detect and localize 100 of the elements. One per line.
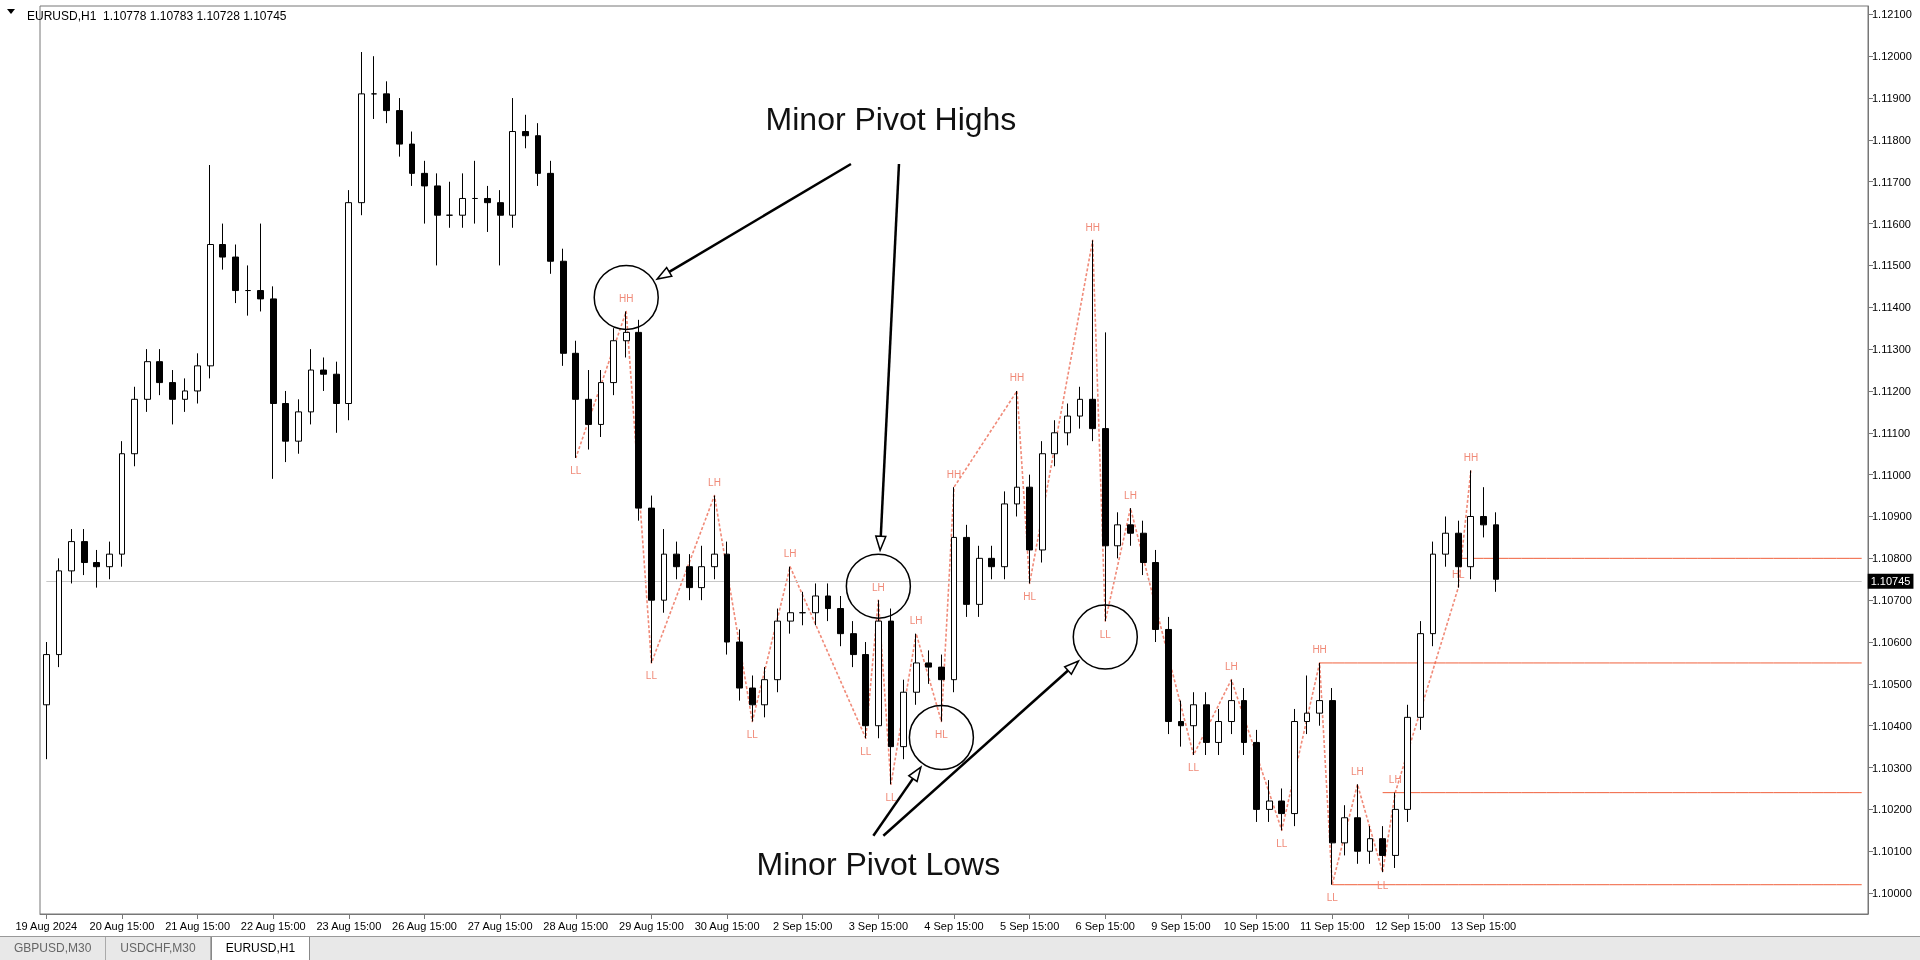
y-tick-label: 1.10000 xyxy=(1872,887,1912,900)
candlestick xyxy=(761,666,768,718)
candlestick xyxy=(68,528,75,584)
candlestick xyxy=(825,582,831,622)
y-tick-label: 1.11900 xyxy=(1872,92,1911,105)
candlestick xyxy=(686,553,693,601)
candlestick xyxy=(535,122,541,187)
data-label: HH xyxy=(946,468,962,480)
candlestick xyxy=(875,599,882,739)
x-tick-label: 6 Sep 15:00 xyxy=(1075,919,1135,932)
candlestick xyxy=(56,557,62,668)
data-label: HH xyxy=(1009,372,1025,384)
candlestick xyxy=(1102,331,1109,622)
candlestick xyxy=(194,352,201,405)
candlestick xyxy=(736,628,743,702)
candlestick xyxy=(774,608,781,693)
data-label: LL xyxy=(885,791,897,803)
candlestick xyxy=(1379,825,1386,873)
candlestick xyxy=(396,97,403,158)
candlestick xyxy=(333,361,340,434)
x-tick-label: 10 Sep 15:00 xyxy=(1223,919,1290,932)
candlestick xyxy=(938,654,945,723)
text: GBPUSD,M30 xyxy=(0,937,107,960)
candlestick xyxy=(560,248,567,367)
x-tick-label: 19 Aug 2024 xyxy=(15,919,78,932)
x-tick-label: 27 Aug 15:00 xyxy=(467,919,533,932)
data-label: HH xyxy=(1085,221,1100,233)
y-tick-label: 1.12000 xyxy=(1872,50,1912,63)
candlestick xyxy=(131,386,138,467)
candlestick xyxy=(862,641,869,739)
y-tick-label: 1.11100 xyxy=(1872,426,1911,439)
annotation: Minor Pivot Highs xyxy=(765,100,1017,138)
candlestick xyxy=(951,486,957,693)
x-tick-label: 9 Sep 15:00 xyxy=(1151,919,1211,932)
candlestick xyxy=(1203,691,1210,756)
data-label: LH xyxy=(1124,489,1137,501)
candlestick xyxy=(308,348,314,425)
candlestick xyxy=(572,340,579,459)
candlestick xyxy=(1215,708,1222,756)
candlestick xyxy=(585,369,592,451)
data-label: LL xyxy=(570,465,582,477)
x-tick-label: 3 Sep 15:00 xyxy=(848,919,909,932)
y-tick-label: 1.10400 xyxy=(1872,719,1912,732)
data-label: LH xyxy=(909,615,923,627)
candlestick xyxy=(635,319,642,522)
y-tick-label: 1.11000 xyxy=(1872,468,1911,481)
data-label: LH xyxy=(1224,661,1238,673)
candlestick xyxy=(1354,783,1361,865)
candlestick xyxy=(1178,700,1184,748)
candlestick xyxy=(345,189,352,421)
candlestick xyxy=(1304,674,1310,735)
data-label: LH xyxy=(871,581,885,593)
candlestick xyxy=(119,440,125,568)
data-label: LL xyxy=(746,729,759,741)
candlestick xyxy=(1014,390,1020,517)
x-tick-label: 5 Sep 15:00 xyxy=(999,919,1060,932)
candlestick xyxy=(976,545,983,618)
candlestick xyxy=(93,549,100,589)
candlestick xyxy=(156,348,163,396)
candlestick xyxy=(409,131,415,187)
candlestick xyxy=(1493,511,1499,593)
candlestick xyxy=(509,97,516,229)
candlestick xyxy=(1392,792,1399,869)
candlestick xyxy=(988,545,995,580)
data-label: LL xyxy=(1187,762,1200,774)
candlestick xyxy=(144,348,151,413)
candlestick xyxy=(1165,616,1172,735)
candlestick xyxy=(43,641,50,760)
y-tick-label: 1.10900 xyxy=(1872,510,1912,523)
candlestick xyxy=(1114,511,1121,559)
data-label: LL xyxy=(860,745,872,757)
y-tick-label: 1.11400 xyxy=(1872,301,1911,314)
candlestick xyxy=(799,591,806,626)
candlestick xyxy=(850,620,857,668)
candlestick xyxy=(270,285,277,480)
y-tick-label: 1.10200 xyxy=(1872,803,1912,816)
chart-title: EURUSD,H1 1.10778 1.10783 1.10728 1.10745 xyxy=(27,9,287,23)
candlestick xyxy=(358,51,365,216)
candlestick xyxy=(547,160,554,275)
data-label: LH xyxy=(783,548,797,560)
candlestick xyxy=(106,541,113,580)
candlestick xyxy=(257,223,264,312)
candlestick xyxy=(1367,825,1373,865)
data-label: HL xyxy=(934,729,949,741)
candlestick xyxy=(623,310,630,358)
candlestick xyxy=(446,181,453,229)
candlestick xyxy=(888,608,894,785)
candlestick xyxy=(724,541,730,656)
x-tick-label: 2 Sep 15:00 xyxy=(773,919,833,932)
text: USDCHF,M30 xyxy=(106,937,211,960)
candlestick xyxy=(1026,474,1033,584)
candlestick xyxy=(1316,662,1323,727)
candlestick xyxy=(522,114,529,149)
y-tick-label: 1.10500 xyxy=(1872,677,1912,690)
y-tick-label: 1.11500 xyxy=(1872,259,1911,272)
candlestick xyxy=(1241,687,1247,756)
candlestick xyxy=(1253,729,1260,823)
y-tick-label: 1.11800 xyxy=(1872,133,1911,146)
candlestick xyxy=(749,674,756,723)
x-tick-label: 28 Aug 15:00 xyxy=(543,919,609,932)
